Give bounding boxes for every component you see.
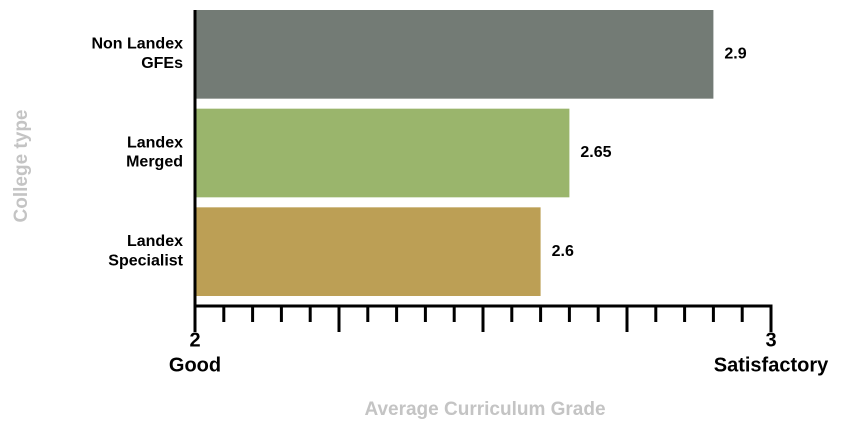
- y-tick-label: Landex Merged: [126, 135, 183, 171]
- bar: [195, 10, 714, 99]
- value-label: 2.6: [552, 243, 574, 260]
- bar: [195, 108, 570, 198]
- bar: [195, 207, 541, 296]
- value-label: 2.65: [580, 144, 611, 161]
- y-tick-label: Non Landex GFEs: [91, 36, 183, 72]
- x-tick-sublabel: Satisfactory: [714, 354, 829, 376]
- x-axis-title: Average Curriculum Grade: [364, 399, 605, 420]
- y-axis-title: College type: [11, 110, 32, 223]
- value-label: 2.9: [724, 46, 746, 63]
- x-tick-label: 3: [765, 329, 776, 351]
- x-tick-label: 2: [189, 329, 200, 351]
- x-tick-sublabel: Good: [169, 354, 221, 376]
- y-tick-label: Landex Specialist: [108, 233, 183, 269]
